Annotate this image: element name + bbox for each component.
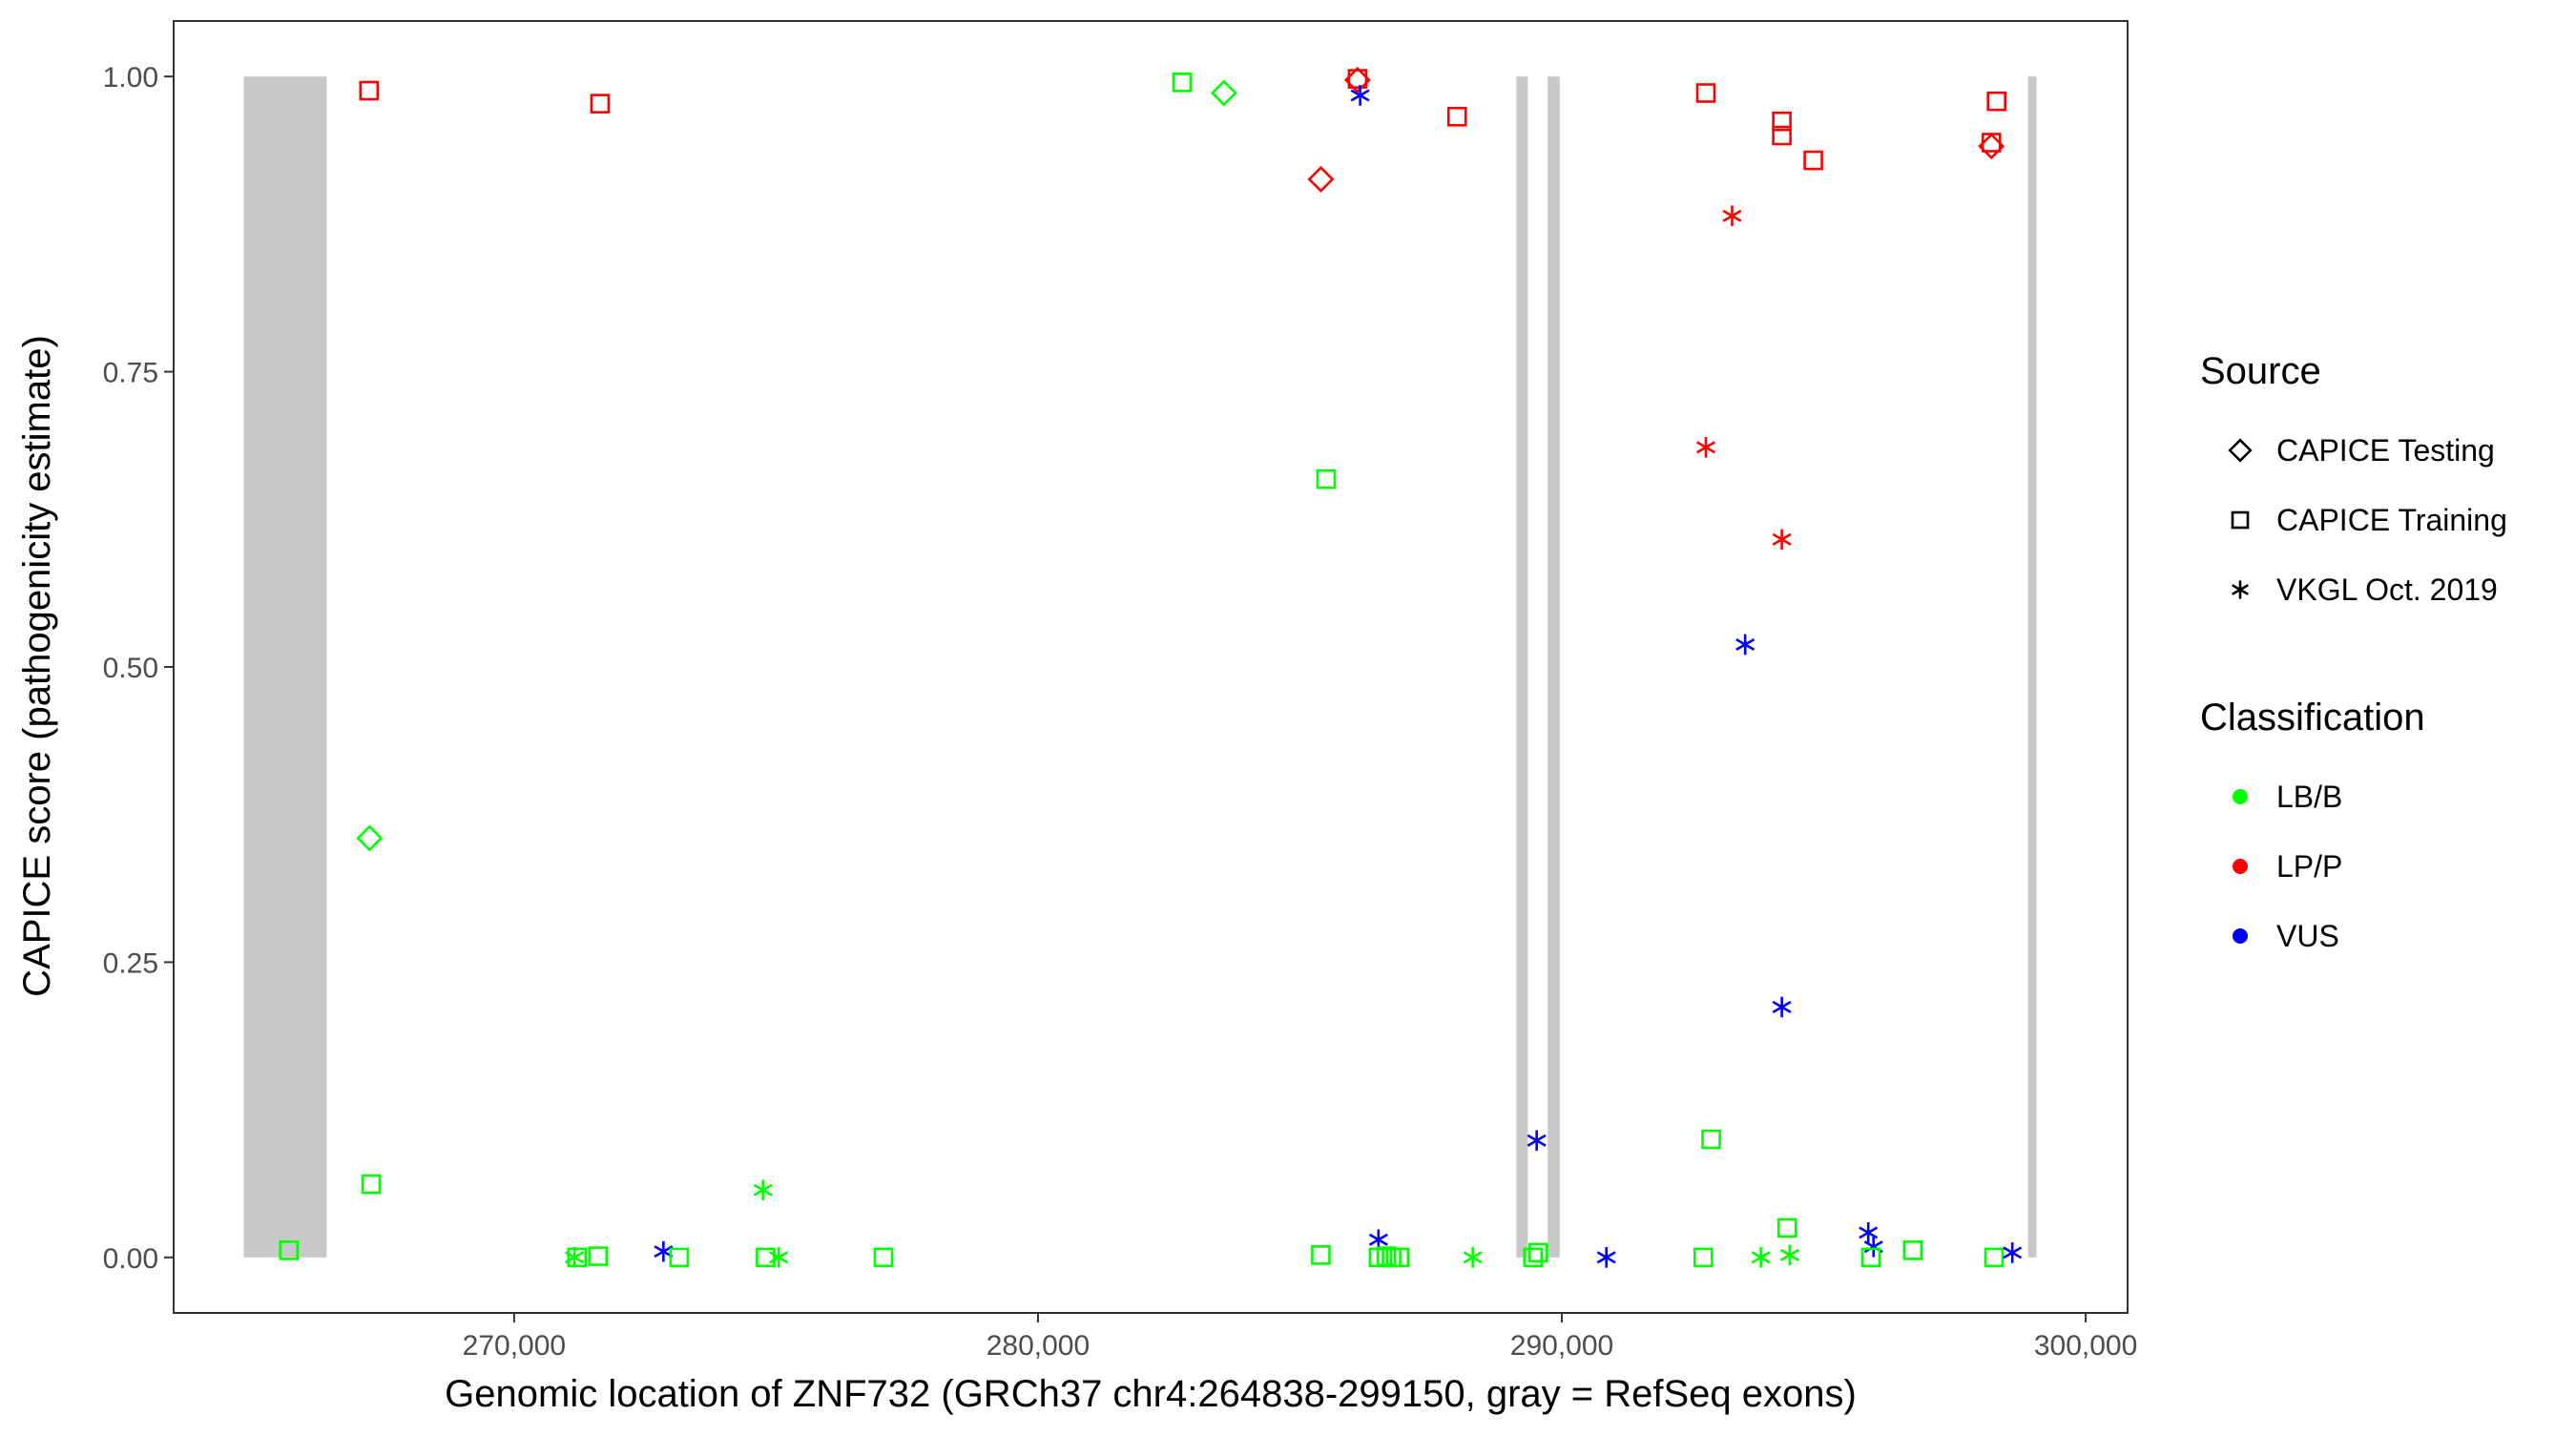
data-point-square bbox=[873, 1247, 894, 1268]
exon-band bbox=[2027, 76, 2037, 1258]
data-point-asterisk bbox=[1722, 205, 1742, 227]
data-point-diamond bbox=[1343, 66, 1371, 94]
data-point-square bbox=[1701, 1129, 1721, 1150]
data-point-square bbox=[359, 80, 380, 101]
exon-bands bbox=[243, 76, 2037, 1258]
data-point-square bbox=[361, 1174, 382, 1195]
y-tick-label: 0.25 bbox=[103, 947, 158, 979]
data-point-asterisk bbox=[1596, 1247, 1616, 1268]
legend-key-asterisk bbox=[2232, 580, 2249, 599]
x-tick-label: 270,000 bbox=[463, 1330, 566, 1362]
data-point-asterisk bbox=[1772, 529, 1792, 551]
data-point-asterisk bbox=[1463, 1247, 1483, 1268]
data-point-asterisk bbox=[1696, 436, 1716, 458]
exon-band bbox=[1548, 76, 1560, 1258]
data-point-square bbox=[1776, 1217, 1797, 1238]
data-point-square bbox=[1528, 1242, 1548, 1263]
data-point-diamond bbox=[1978, 133, 2005, 160]
data-point-square bbox=[1172, 73, 1193, 93]
x-tick-label: 300,000 bbox=[2034, 1330, 2137, 1362]
exon-band bbox=[243, 76, 327, 1258]
data-point-square bbox=[1311, 1245, 1331, 1265]
data-point-asterisk bbox=[769, 1247, 789, 1268]
x-axis: 270,000 280,000 290,000 300,000 bbox=[463, 1313, 2137, 1362]
y-axis: 0.00 0.25 0.50 0.75 1.00 bbox=[103, 62, 174, 1275]
data-point-diamond bbox=[356, 824, 384, 852]
data-point-asterisk bbox=[1859, 1222, 1879, 1243]
x-tick-label: 280,000 bbox=[987, 1330, 1090, 1362]
data-point-square bbox=[1316, 468, 1337, 489]
data-point-asterisk bbox=[1350, 85, 1370, 106]
data-point-square bbox=[567, 1247, 588, 1268]
legend-label: VKGL Oct. 2019 bbox=[2276, 572, 2498, 607]
data-point-square bbox=[1772, 111, 1792, 132]
legend-key-circle bbox=[2233, 928, 2248, 944]
exon-band bbox=[1516, 76, 1528, 1258]
legend-group: Classification LB/B LP/P VUS bbox=[2200, 697, 2425, 953]
data-point-square bbox=[1803, 150, 1823, 171]
data-point-asterisk bbox=[1527, 1130, 1547, 1152]
data-point-square bbox=[1695, 83, 1716, 103]
data-point-square bbox=[1981, 133, 2002, 153]
legend-group: Source CAPICE Testing CAPICE Training VKGL … bbox=[2200, 350, 2507, 607]
data-point-square bbox=[669, 1247, 690, 1268]
legend: Source CAPICE Testing CAPICE Training VKGL … bbox=[2200, 350, 2507, 953]
data-points bbox=[279, 66, 2023, 1268]
legend-key-square bbox=[2231, 510, 2250, 530]
data-point-diamond bbox=[1307, 165, 1335, 193]
legend-label: CAPICE Training bbox=[2276, 503, 2507, 537]
data-point-square bbox=[1860, 1247, 1881, 1268]
data-point-square bbox=[1986, 91, 2007, 112]
data-point-asterisk bbox=[1772, 996, 1792, 1018]
y-tick-label: 0.50 bbox=[103, 653, 158, 684]
legend-key-circle bbox=[2233, 789, 2248, 804]
x-tick-label: 290,000 bbox=[1510, 1330, 1613, 1362]
y-axis-title: CAPICE score (pathogenicity estimate) bbox=[16, 335, 58, 997]
legend-label: LB/B bbox=[2276, 780, 2342, 814]
data-point-square bbox=[588, 1246, 609, 1266]
data-point-square bbox=[590, 94, 611, 114]
data-point-square bbox=[1523, 1247, 1544, 1268]
data-point-asterisk bbox=[1779, 1244, 1799, 1266]
plot-panel-border bbox=[173, 20, 2129, 1314]
x-axis-title: Genomic location of ZNF732 (GRCh37 chr4:… bbox=[445, 1373, 1857, 1415]
data-point-square bbox=[1389, 1247, 1410, 1268]
y-tick-label: 0.00 bbox=[103, 1243, 158, 1275]
legend-title: Classification bbox=[2200, 697, 2425, 739]
data-point-square bbox=[1347, 69, 1368, 89]
legend-label: CAPICE Testing bbox=[2276, 433, 2495, 468]
legend-key-diamond bbox=[2228, 438, 2253, 463]
y-tick-label: 0.75 bbox=[103, 358, 158, 389]
data-point-asterisk bbox=[2003, 1242, 2023, 1263]
data-point-asterisk bbox=[1735, 634, 1755, 656]
data-point-square bbox=[279, 1240, 300, 1260]
data-point-square bbox=[1984, 1247, 2005, 1268]
data-point-diamond bbox=[1210, 79, 1237, 107]
data-point-square bbox=[1902, 1240, 1923, 1260]
data-point-square bbox=[1772, 125, 1792, 146]
legend-key-circle bbox=[2233, 859, 2248, 874]
legend-title: Source bbox=[2200, 350, 2321, 392]
legend-label: VUS bbox=[2276, 919, 2339, 953]
data-point-asterisk bbox=[753, 1179, 773, 1201]
y-tick-label: 1.00 bbox=[103, 62, 158, 94]
legend-label: LP/P bbox=[2276, 849, 2342, 884]
data-point-square bbox=[1693, 1247, 1714, 1268]
data-point-asterisk bbox=[1751, 1247, 1771, 1268]
data-point-square bbox=[1446, 106, 1467, 127]
data-point-square bbox=[756, 1247, 776, 1268]
